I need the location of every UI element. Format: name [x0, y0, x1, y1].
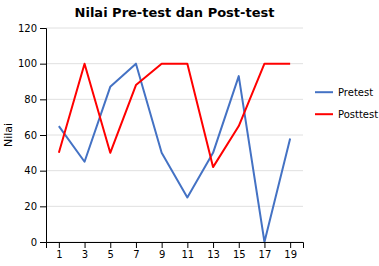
y-tick: 120: [18, 23, 46, 34]
legend-label: Pretest: [338, 87, 373, 98]
y-tick-mark: [40, 28, 46, 29]
y-axis-line: [40, 29, 47, 243]
x-tick-label: 17: [259, 249, 272, 260]
y-tick-label: 20: [24, 201, 37, 212]
y-tick: 20: [24, 201, 46, 212]
x-tick: 11: [181, 242, 194, 260]
y-tick: 100: [18, 58, 46, 69]
x-tick: 5: [108, 242, 114, 260]
y-tick-mark: [40, 242, 46, 243]
x-tick: 3: [82, 242, 88, 260]
y-tick: 60: [24, 130, 46, 141]
y-tick: 40: [24, 165, 46, 176]
legend-swatch: [315, 91, 333, 93]
y-tick-mark: [40, 99, 46, 100]
x-tick-label: 3: [82, 249, 88, 260]
y-tick-label: 100: [18, 58, 37, 69]
chart-container: 135791113151719020406080100120Nilai Pre-…: [0, 0, 379, 266]
x-tick-label: 7: [133, 249, 139, 260]
y-tick-label: 120: [18, 23, 37, 34]
series-group: [59, 64, 290, 242]
x-tick-label: 13: [207, 249, 220, 260]
y-tick-label: 60: [24, 130, 37, 141]
x-tick-mark: [136, 242, 137, 248]
y-tick-mark: [40, 206, 46, 207]
x-tick-label: 1: [56, 249, 62, 260]
grid-line: [46, 135, 303, 136]
x-tick: 19: [284, 242, 297, 260]
y-tick: 80: [24, 94, 46, 105]
chart-title: Nilai Pre-test dan Post-test: [75, 5, 275, 20]
grid-line: [46, 170, 303, 171]
x-tick-mark: [239, 242, 240, 248]
y-tick-label: 80: [24, 94, 37, 105]
x-axis: 135791113151719: [47, 242, 304, 260]
x-tick-label: 15: [233, 249, 246, 260]
x-axis-line: [47, 243, 304, 249]
legend-item: Pretest: [315, 87, 373, 98]
x-tick: 1: [56, 242, 62, 260]
x-tick: 15: [233, 242, 246, 260]
x-tick: 13: [207, 242, 220, 260]
y-tick-mark: [40, 135, 46, 136]
x-tick-mark: [264, 242, 265, 248]
legend-label: Posttest: [338, 109, 378, 120]
x-tick-label: 5: [108, 249, 114, 260]
y-axis-title: Nilai: [2, 123, 15, 147]
y-tick: 0: [31, 237, 46, 248]
y-tick-mark: [40, 64, 46, 65]
grid: [46, 28, 303, 242]
x-tick-mark: [213, 242, 214, 248]
x-tick: 7: [133, 242, 139, 260]
x-tick-label: 9: [159, 249, 165, 260]
y-tick-mark: [40, 171, 46, 172]
x-tick-label: 19: [284, 249, 297, 260]
grid-line: [46, 99, 303, 100]
grid-line: [46, 206, 303, 207]
x-tick: 17: [259, 242, 272, 260]
legend-swatch: [315, 113, 333, 115]
x-tick-mark: [110, 242, 111, 248]
plot-area: 135791113151719020406080100120: [18, 23, 304, 260]
series-line: [59, 64, 290, 167]
legend: Pretest Posttest: [315, 87, 378, 120]
chart-svg: 135791113151719020406080100120Nilai Pre-…: [0, 0, 379, 266]
x-tick-label: 11: [181, 249, 194, 260]
y-axis: 0 20 40 60 80 100 120: [18, 23, 47, 248]
y-tick-label: 0: [31, 237, 37, 248]
x-tick: 9: [159, 242, 165, 260]
x-tick-mark: [187, 242, 188, 248]
x-tick-mark: [290, 242, 291, 248]
x-tick-mark: [162, 242, 163, 248]
legend-item: Posttest: [315, 109, 378, 120]
x-tick-mark: [59, 242, 60, 248]
grid-line: [46, 28, 303, 29]
y-tick-label: 40: [24, 165, 37, 176]
series-line: [59, 64, 290, 242]
x-tick-mark: [85, 242, 86, 248]
